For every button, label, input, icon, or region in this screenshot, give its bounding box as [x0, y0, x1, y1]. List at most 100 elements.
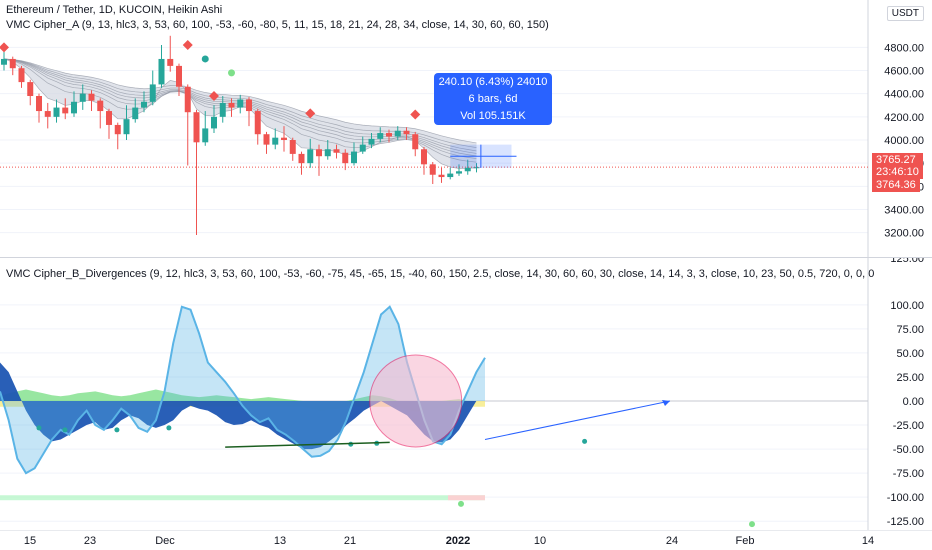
ha-close-tag: 3764.36 [872, 178, 920, 192]
candle-body [149, 84, 156, 102]
sell-diamond-marker [182, 40, 193, 51]
candle-body [88, 93, 95, 101]
price-tick-label: 4000.00 [884, 135, 924, 147]
price-pane[interactable]: Ethereum / Tether, 1D, KUCOIN, Heikin As… [0, 0, 932, 257]
candle-body [333, 149, 340, 153]
time-tick-label: 10 [534, 535, 546, 547]
cross-dot [166, 425, 172, 431]
candle-body [27, 82, 34, 96]
candle-body [342, 152, 349, 164]
time-tick-label: 2022 [446, 535, 470, 547]
price-chart[interactable]: 3200.003400.003600.003800.004000.004200.… [0, 0, 932, 257]
candle-body [412, 134, 419, 150]
indicator-b-legend[interactable]: VMC Cipher_B_Divergences (9, 12, hlc3, 3… [6, 268, 874, 280]
time-tick-label: 15 [24, 535, 36, 547]
currency-badge[interactable]: USDT [886, 6, 924, 21]
time-tick-label: 14 [862, 535, 874, 547]
candle-body [219, 102, 226, 117]
pane-separator[interactable] [0, 257, 932, 258]
time-tick-label: Feb [736, 535, 755, 547]
candle-body [359, 144, 366, 152]
candle-body [71, 101, 77, 114]
candle-body [351, 151, 357, 164]
candle-body [167, 58, 174, 66]
oscillator-tick-label: 0.00 [903, 396, 924, 408]
candle-body [237, 99, 244, 108]
measure-change: 240.10 (6.43%) 24010 [438, 76, 548, 88]
candle-body [298, 153, 305, 164]
time-tick-label: 13 [274, 535, 286, 547]
price-tick-label: 3400.00 [884, 204, 924, 216]
candle-body [62, 107, 69, 114]
cross-dot [36, 425, 42, 431]
oscillator-tick-label: 75.00 [896, 324, 924, 336]
time-axis[interactable]: 15 23 Dec 13 21 2022 10 24 Feb 14 [0, 530, 932, 550]
sell-diamond-marker [410, 109, 421, 120]
candle-body [228, 102, 235, 108]
oscillator-tick-label: 100.00 [890, 300, 924, 312]
candle-body [158, 58, 165, 85]
candle-body [421, 149, 427, 165]
candle-body [123, 119, 130, 135]
oscillator-tick-label: 25.00 [896, 372, 924, 384]
candle-body [141, 101, 147, 108]
symbol-title: Ethereum / Tether, 1D, KUCOIN, Heikin As… [6, 4, 223, 16]
oscillator-chart[interactable]: 100.00 75.00 50.00 25.00 0.00 -25.00 -50.00 -75… [0, 253, 932, 530]
oscillator-tick-label: -125.00 [887, 516, 924, 528]
cross-dot [582, 438, 588, 444]
candle-body [254, 111, 261, 135]
price-tick-label: 4800.00 [884, 42, 924, 54]
candle-body [403, 130, 410, 135]
candle-body [1, 58, 7, 65]
sell-diamond-marker [305, 108, 316, 119]
time-tick-label: Dec [155, 535, 175, 547]
highlight-circle [369, 354, 463, 448]
price-tick-label: 4400.00 [884, 89, 924, 101]
candle-body [106, 111, 112, 125]
candle-body [429, 164, 436, 175]
candle-body [263, 134, 270, 145]
candle-body [386, 133, 392, 137]
oscillator-tick-label: -25.00 [893, 420, 924, 432]
candle-body [464, 167, 471, 172]
candle-body [36, 96, 42, 112]
signal-dot [201, 55, 209, 63]
candle-body [307, 149, 314, 164]
candle-body [368, 138, 375, 145]
oscillator-top-tick-label: 125.00 [890, 258, 924, 265]
candle-body [79, 93, 86, 102]
candle-body [202, 128, 209, 143]
candle-body [289, 140, 296, 154]
projection-arrowhead [662, 400, 670, 406]
measure-bars: 6 bars, 6d [468, 93, 518, 105]
candle-body [447, 173, 454, 178]
signal-dot [228, 69, 235, 77]
sell-diamond-marker [209, 91, 219, 101]
candle-body [132, 107, 139, 120]
candle-body [97, 100, 104, 112]
candle-body [316, 149, 322, 157]
bullish-divergence-line [225, 441, 390, 448]
signal-dot [458, 500, 464, 507]
ema-ribbon [4, 58, 477, 169]
candle-body [324, 149, 331, 157]
candle-body [53, 107, 60, 117]
signal-dot [749, 521, 755, 528]
candle-body [184, 86, 191, 113]
candle-body [438, 174, 445, 178]
time-tick-label: 24 [666, 535, 678, 547]
price-tick-label: 4600.00 [884, 66, 924, 78]
price-tick-label: 3200.00 [884, 228, 924, 240]
candle-body [18, 68, 25, 83]
candle-body [193, 112, 200, 143]
countdown-value: 23:46:10 [876, 166, 919, 178]
money-flow-positive [0, 389, 485, 401]
last-price-tag: 3765.27 23:46:10 [872, 153, 923, 179]
candle-body [272, 137, 279, 145]
candle-body [211, 116, 217, 129]
oscillator-pane[interactable]: VMC Cipher_B_Divergences (9, 12, hlc3, 3… [0, 253, 932, 530]
candle-body [456, 171, 462, 174]
cross-dot [62, 427, 68, 433]
indicator-a-legend[interactable]: VMC Cipher_A (9, 13, hlc3, 3, 53, 60, 10… [6, 19, 549, 31]
candle-body [246, 99, 252, 112]
